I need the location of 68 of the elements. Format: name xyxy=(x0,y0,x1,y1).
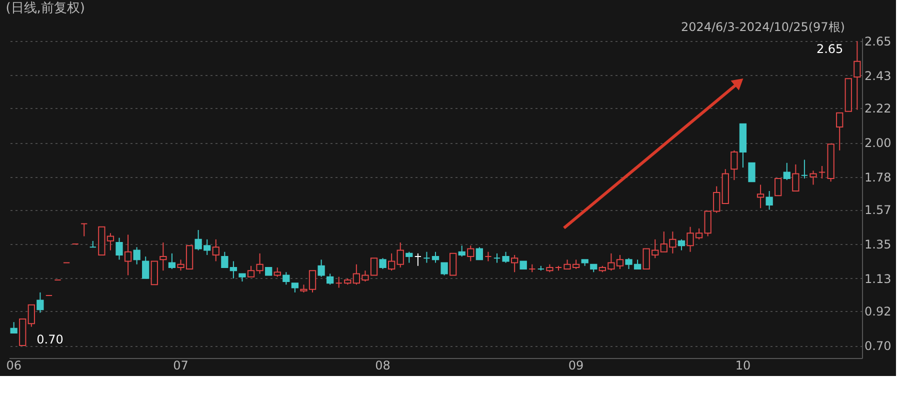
candlestick xyxy=(730,150,738,181)
candlestick xyxy=(116,237,123,260)
chart-title: (日线,前复权) xyxy=(6,1,85,16)
candlestick xyxy=(212,238,220,262)
x-tick-label: 08 xyxy=(375,358,390,372)
candlestick xyxy=(133,246,140,265)
candlestick xyxy=(142,256,150,279)
candlestick xyxy=(10,322,18,334)
candlestick xyxy=(792,164,800,192)
x-tick-label: 07 xyxy=(173,358,188,372)
candlestick xyxy=(221,251,228,268)
annotation: 2.65 xyxy=(816,42,844,56)
candlestick xyxy=(160,242,167,272)
candlestick xyxy=(168,252,176,270)
candlestick xyxy=(510,254,518,273)
candlestick xyxy=(449,252,457,276)
candlestick xyxy=(318,259,325,278)
y-tick-label: 1.78 xyxy=(864,170,892,184)
candlestick xyxy=(28,304,35,328)
candlestick xyxy=(800,159,808,179)
y-tick-label: 2.22 xyxy=(864,102,892,116)
candlestick xyxy=(291,282,299,293)
candlestick xyxy=(326,273,334,286)
text: 2024/6/3-2024/10/25(97根) xyxy=(680,20,845,34)
y-tick-label: 0.92 xyxy=(864,304,892,319)
candlestick xyxy=(335,276,342,288)
candlestick xyxy=(493,252,501,264)
candlestick xyxy=(774,178,782,196)
candlestick xyxy=(80,223,88,237)
y-tick-label: 2.65 xyxy=(864,34,892,49)
candlestick xyxy=(810,170,817,186)
candlestick xyxy=(756,184,764,209)
y-tick-label: 1.35 xyxy=(864,238,892,252)
candlestick xyxy=(467,245,474,262)
candlestick xyxy=(124,234,132,276)
y-tick-label: 0.70 xyxy=(864,339,892,354)
candlestick xyxy=(836,112,844,151)
candlestick xyxy=(854,40,861,110)
candlestick xyxy=(150,260,158,286)
candlestick xyxy=(406,251,413,264)
candlestick xyxy=(484,251,492,262)
candlestick xyxy=(818,166,826,179)
candlestick xyxy=(379,258,386,270)
candlestick xyxy=(766,190,773,210)
x-tick-label: 10 xyxy=(735,358,751,372)
candlestick xyxy=(458,245,466,258)
candlestick xyxy=(476,246,483,260)
candlestick xyxy=(36,292,44,314)
x-tick-label: 06 xyxy=(6,358,22,372)
candlestick xyxy=(678,238,686,251)
candlestick xyxy=(748,162,756,182)
y-tick-label: 1.13 xyxy=(864,272,892,286)
candlestick xyxy=(440,262,448,276)
candlestick xyxy=(432,251,440,264)
candlestick xyxy=(423,251,430,264)
x-tick-label: 09 xyxy=(568,358,584,372)
annotation: 0.70 xyxy=(36,332,64,347)
candlestick xyxy=(502,251,510,264)
candlestick xyxy=(783,162,790,181)
y-tick-label: 2.00 xyxy=(864,136,892,150)
candlestick xyxy=(388,252,396,272)
y-tick-label: 1.57 xyxy=(864,203,892,218)
y-tick-label: 2.43 xyxy=(864,68,892,83)
candlestick xyxy=(230,260,238,279)
candlestick xyxy=(414,252,422,266)
candlestick xyxy=(396,242,404,268)
candlestick xyxy=(282,272,290,286)
candlestick xyxy=(274,266,281,278)
